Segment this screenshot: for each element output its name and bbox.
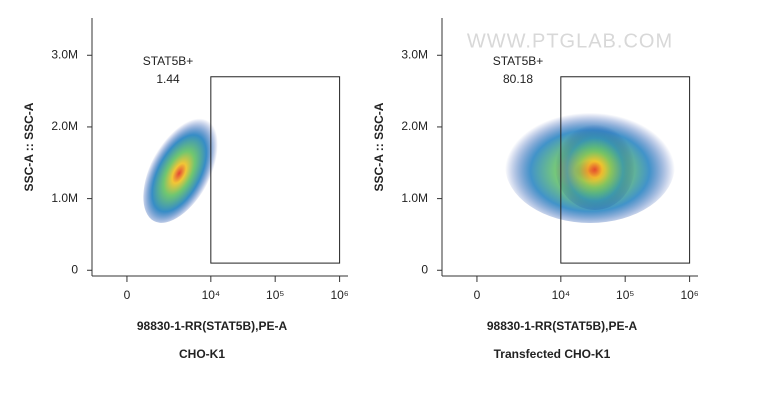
density-cloud [143,107,675,223]
gate-name: STAT5B+ [143,54,194,68]
y-tick-label: 1.0M [401,191,428,205]
y-tick-label: 0 [421,262,428,276]
gate-value: 80.18 [503,72,533,86]
y-tick-label: 1.0M [51,191,78,205]
x-tick-label: 10⁶ [330,288,348,302]
x-axis-label: 98830-1-RR(STAT5B),PE-A [487,319,638,333]
chart-title: Transfected CHO-K1 [494,347,611,361]
y-axis-label: SSC-A :: SSC-A [22,102,36,191]
x-tick-label: 10⁵ [616,288,634,302]
y-axis-label: SSC-A :: SSC-A [372,102,386,191]
x-tick-label: 0 [474,288,481,302]
y-tick-label: 2.0M [401,119,428,133]
x-tick-label: 10⁶ [680,288,698,302]
x-tick-label: 10⁵ [266,288,284,302]
chart-title: CHO-K1 [179,347,225,361]
x-tick-label: 0 [124,288,131,302]
x-tick-label: 10⁴ [552,288,571,302]
x-axis-label: 98830-1-RR(STAT5B),PE-A [137,319,288,333]
y-tick-label: 0 [71,262,78,276]
x-tick-label: 10⁴ [202,288,221,302]
y-tick-label: 3.0M [401,47,428,61]
watermark: WWW.PTGLAB.COM [467,30,673,52]
y-tick-label: 2.0M [51,119,78,133]
gate-name: STAT5B+ [493,54,544,68]
gate-value: 1.44 [156,72,180,86]
gate [560,76,691,264]
gate [210,76,341,264]
y-tick-label: 3.0M [51,47,78,61]
